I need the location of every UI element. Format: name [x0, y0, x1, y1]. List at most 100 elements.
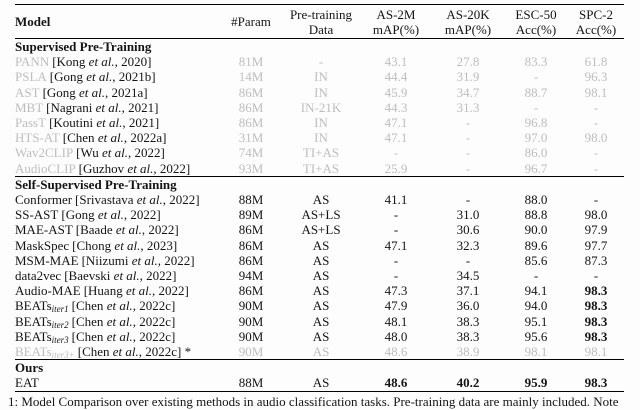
cell-as2m: 47.1: [384, 115, 408, 131]
cell-spc2: 61.8: [584, 54, 608, 70]
cell-data: IN: [314, 115, 328, 131]
cell-as20k: 31.0: [456, 207, 480, 223]
header-row: Model #Param Pre-training Data AS-2M mAP(%) AS…: [15, 5, 624, 39]
cell-esc50: 95.6: [524, 328, 548, 344]
cell-model: Wav2CLIP [Wu et al., 2022]: [15, 145, 220, 160]
table-row: SS-AST [Gong et al., 2022] 89M AS+LS - 31.0 88…: [15, 207, 624, 222]
citation: [Chen et al., 2022c]: [71, 298, 176, 314]
model-name-subscript: iter2: [51, 319, 69, 329]
cell-param: 90M: [238, 344, 264, 360]
cell-spc2: 98.1: [584, 344, 608, 360]
cell-data: TI+AS: [302, 145, 340, 161]
cell-spc2: -: [593, 115, 599, 131]
cell-as20k: 32.3: [456, 237, 480, 253]
cell-model: MBT [Nagrani et al., 2021]: [15, 100, 220, 115]
table-row: data2vec [Baevski et al., 2022] 94M AS - 34.5…: [15, 268, 624, 283]
cell-param: 94M: [238, 268, 264, 284]
cell-param: 90M: [238, 298, 264, 314]
cell-model: data2vec [Baevski et al., 2022]: [15, 268, 220, 283]
col-header-data: Pre-training Data: [289, 6, 353, 37]
cell-esc50: 88.8: [524, 207, 548, 223]
cell-data: AS+LS: [301, 222, 341, 238]
table-row: BEATsiter3+ [Chen et al., 2022c] * 90M AS 48…: [15, 344, 624, 360]
citation: [Nagrani et al., 2021]: [46, 99, 159, 115]
table-row: HTS-AT [Chen et al., 2022a] 31M IN 47.1 - 97.0…: [15, 130, 624, 145]
cell-spc2: 98.3: [584, 328, 608, 344]
cell-param: 86M: [238, 237, 264, 253]
model-name: data2vec: [15, 268, 62, 284]
section-title: Ours: [15, 360, 44, 376]
cell-esc50: 88.7: [524, 84, 548, 100]
col-header-esc50: ESC-50 Acc(%): [515, 6, 557, 37]
footnote-star: *: [181, 344, 192, 360]
cell-param: 86M: [238, 99, 264, 115]
citation: [Koutini et al., 2021]: [49, 115, 160, 131]
results-table: Model #Param Pre-training Data AS-2M mAP(%) AS…: [15, 4, 624, 392]
cell-spc2: 98.3: [584, 375, 608, 391]
section-title: Self-Supervised Pre-Training: [15, 176, 177, 192]
cell-esc50: 89.6: [524, 237, 548, 253]
table-row: EAT 88M AS 48.6 40.2 95.9 98.3: [15, 375, 624, 391]
citation: [Chen et al., 2022c]: [71, 313, 176, 329]
cell-spc2: 98.3: [584, 298, 608, 314]
model-name: AST: [15, 84, 40, 100]
citation: [Chong et al., 2023]: [72, 237, 178, 253]
cell-model: BEATsiter1 [Chen et al., 2022c]: [15, 298, 220, 313]
cell-as2m: 47.3: [384, 283, 408, 299]
model-name: PSLA: [15, 69, 47, 85]
cell-data: AS: [312, 252, 330, 268]
table-row: Audio-MAE [Huang et al., 2022] 86M AS 47.3 37…: [15, 283, 624, 298]
cell-as2m: -: [393, 268, 399, 284]
cell-esc50: -: [533, 69, 539, 85]
cell-as20k: 37.1: [456, 283, 480, 299]
cell-data: TI+AS: [302, 160, 340, 176]
cell-model: EAT: [15, 375, 220, 391]
cell-model: Conformer [Srivastava et al., 2022]: [15, 192, 220, 207]
table-header: Model #Param Pre-training Data AS-2M mAP(%) AS…: [15, 5, 624, 39]
model-name: BEATsiter3+: [15, 344, 75, 360]
cell-esc50: 88.0: [524, 192, 548, 208]
model-name: PANN: [15, 54, 50, 70]
col-header-model: Model: [15, 13, 51, 29]
cell-data: AS: [312, 237, 330, 253]
model-name: MSM-MAE: [15, 252, 79, 268]
citation: [Chen et al., 2022c]: [77, 344, 182, 360]
citation: [Niizumi et al., 2022]: [81, 252, 195, 268]
table-body: Supervised Pre-Training PANN [Kong et al.,…: [15, 39, 624, 392]
cell-param: 86M: [238, 222, 264, 238]
citation: [Gong et al., 2022]: [61, 207, 161, 223]
cell-spc2: 98.0: [584, 130, 608, 146]
cell-data: AS: [312, 283, 330, 299]
cell-param: 14M: [238, 69, 264, 85]
table-caption: 1: Model Comparison over existing method…: [8, 394, 619, 409]
cell-as2m: 43.1: [384, 54, 408, 70]
col-header-param: #Param: [231, 13, 271, 29]
citation: [Guzhov et al., 2022]: [78, 160, 191, 176]
cell-data: AS: [312, 268, 330, 284]
table-row: MAE-AST [Baade et al., 2022] 86M AS+LS - 30.6…: [15, 222, 624, 237]
cell-data: AS+LS: [301, 207, 341, 223]
cell-data: AS: [312, 328, 330, 344]
cell-as20k: 34.5: [456, 268, 480, 284]
cell-param: 74M: [238, 145, 264, 161]
citation: [Huang et al., 2022]: [83, 283, 189, 299]
cell-esc50: 97.0: [524, 130, 548, 146]
model-name: BEATsiter2: [15, 313, 69, 329]
cell-model: SS-AST [Gong et al., 2022]: [15, 207, 220, 222]
cell-as20k: -: [465, 252, 471, 268]
cell-as20k: 31.9: [456, 69, 480, 85]
cell-spc2: 98.3: [584, 283, 608, 299]
col-header-as2m: AS-2M mAP(%): [372, 6, 420, 37]
cell-spc2: 97.9: [584, 222, 608, 238]
cell-model: HTS-AT [Chen et al., 2022a]: [15, 130, 220, 145]
table-row: MBT [Nagrani et al., 2021] 86M IN-21K 44.3 31…: [15, 100, 624, 115]
cell-spc2: 98.1: [584, 84, 608, 100]
cell-data: IN: [314, 84, 328, 100]
cell-esc50: 95.9: [524, 375, 548, 391]
cell-as20k: -: [465, 192, 471, 208]
citation: [Baade et al., 2022]: [75, 222, 179, 238]
cell-param: 86M: [238, 252, 264, 268]
citation: [Wu et al., 2022]: [76, 145, 165, 161]
model-name: BEATsiter3: [15, 328, 69, 345]
cell-esc50: 86.0: [524, 145, 548, 161]
